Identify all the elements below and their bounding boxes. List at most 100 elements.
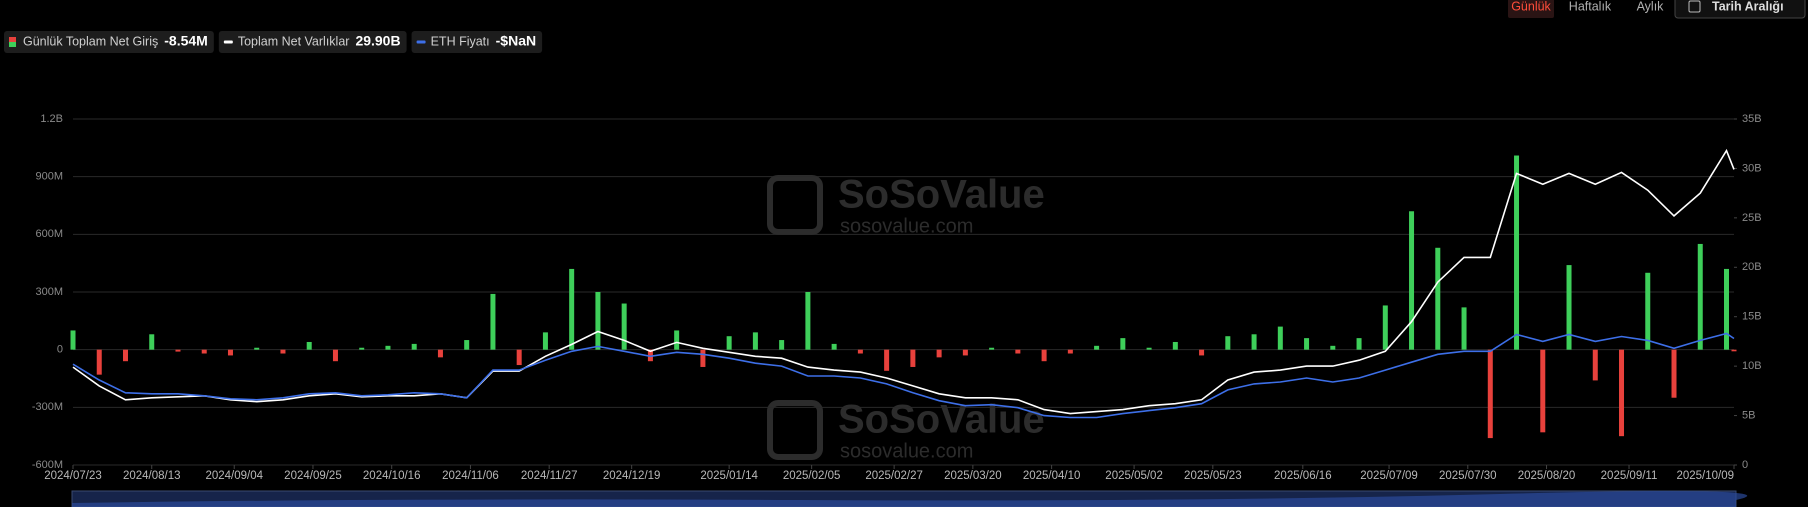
- bar: [1592, 349, 1598, 381]
- bar: [857, 349, 863, 354]
- bar: [1120, 338, 1126, 350]
- legend-value: -8.54M: [164, 33, 208, 49]
- line: [72, 332, 1735, 419]
- bar: [1277, 326, 1283, 350]
- bar: [1461, 307, 1467, 350]
- y-tick-label: 0: [57, 344, 63, 356]
- bar: [122, 349, 128, 362]
- legend-label: Toplam Net Varlıklar: [238, 34, 350, 48]
- x-tick-label: 2025/08/20: [1518, 470, 1576, 482]
- y2-tick-label: 25B: [1742, 212, 1762, 224]
- legend-label: ETH Fiyatı: [431, 34, 490, 48]
- legend-swatch: [9, 37, 16, 42]
- bar: [674, 330, 680, 350]
- bar: [254, 347, 260, 350]
- date-range-button[interactable]: [1674, 0, 1806, 19]
- x-tick-label: 2025/01/14: [700, 470, 758, 482]
- bar: [831, 343, 837, 350]
- legend-chip: [411, 31, 543, 53]
- bar: [1067, 349, 1073, 354]
- bar: [1619, 349, 1625, 437]
- watermark-logo: [767, 400, 823, 460]
- x-tick-label: 2025/07/09: [1360, 470, 1418, 482]
- x-tick-label: 2024/10/16: [363, 470, 421, 482]
- x-tick-label: 2025/04/10: [1023, 470, 1081, 482]
- legend-item[interactable]: ETH Fiyatı -$NaN: [411, 31, 543, 53]
- bar: [779, 340, 785, 350]
- calendar-icon: [1688, 0, 1701, 13]
- date-range-label[interactable]: Tarih Aralığı: [1712, 0, 1784, 13]
- legend-swatch: [223, 40, 233, 44]
- x-tick-label: 2024/09/25: [284, 470, 342, 482]
- watermark-name: SoSoValue: [838, 398, 1045, 442]
- bar: [647, 349, 653, 362]
- y2-tick-label: 10B: [1742, 360, 1762, 372]
- x-tick-label: 2025/10/09: [1676, 470, 1734, 482]
- bar: [1304, 338, 1310, 350]
- tab[interactable]: Günlük: [1511, 0, 1551, 13]
- x-tick-label: 2024/08/13: [123, 470, 181, 482]
- bar: [1731, 349, 1737, 352]
- bar: [411, 343, 417, 350]
- legend-label: Günlük Toplam Net Giriş: [23, 34, 158, 48]
- bar: [437, 349, 443, 358]
- y-tick-label: 1.2B: [40, 113, 63, 125]
- tab[interactable]: Aylık: [1637, 0, 1665, 13]
- bar: [332, 349, 338, 362]
- bar: [1041, 349, 1047, 362]
- legend-item[interactable]: Toplam Net Varlıklar 29.90B: [218, 31, 407, 53]
- legend-item[interactable]: Günlük Toplam Net Giriş -8.54M: [4, 31, 214, 53]
- x-tick-label: 2025/02/27: [865, 470, 923, 482]
- bar: [175, 349, 181, 352]
- legend-swatch: [416, 40, 426, 44]
- watermark-name: SoSoValue: [838, 173, 1045, 217]
- bar: [385, 345, 391, 350]
- bar: [595, 292, 601, 350]
- watermark-url: sosovalue.com: [840, 440, 973, 462]
- bar: [1225, 336, 1231, 350]
- x-tick-label: 2025/07/30: [1439, 470, 1497, 482]
- bar: [1671, 349, 1677, 398]
- bar: [962, 349, 968, 356]
- bar: [1199, 349, 1205, 356]
- bar: [1094, 345, 1100, 350]
- bar: [280, 349, 286, 354]
- watermark-logo: [767, 175, 823, 235]
- x-tick-label: 2025/03/20: [944, 470, 1002, 482]
- y2-tick-label: 20B: [1742, 261, 1762, 273]
- bar: [1015, 349, 1021, 354]
- x-tick-label: 2024/11/06: [442, 470, 499, 482]
- y2-tick-label: 35B: [1742, 113, 1762, 125]
- bar: [1540, 349, 1546, 433]
- bar: [936, 349, 942, 358]
- bar: [1356, 338, 1362, 350]
- y2-tick-label: 15B: [1742, 311, 1762, 323]
- y2-tick-label: 0: [1742, 459, 1748, 471]
- tab[interactable]: Haftalık: [1569, 0, 1612, 13]
- y-tick-label: -600M: [32, 459, 63, 471]
- bar: [1697, 243, 1703, 350]
- bar: [621, 303, 627, 350]
- bar: [726, 336, 732, 350]
- navigator-area: [72, 491, 1748, 507]
- y2-tick-label: 30B: [1742, 162, 1762, 174]
- bar: [96, 349, 102, 375]
- bar: [884, 349, 890, 371]
- bar: [1409, 211, 1415, 350]
- bar: [1172, 341, 1178, 350]
- bar: [1251, 334, 1257, 350]
- bar: [542, 332, 548, 350]
- x-tick-label: 2024/09/04: [205, 470, 263, 482]
- bar: [752, 332, 758, 350]
- bar: [201, 349, 207, 354]
- legend-value: -$NaN: [496, 33, 536, 49]
- bar: [1566, 265, 1572, 350]
- bar: [306, 341, 312, 350]
- bar: [70, 330, 76, 350]
- x-tick-label: 2025/05/02: [1105, 470, 1163, 482]
- bar: [989, 347, 995, 350]
- line: [72, 148, 1735, 415]
